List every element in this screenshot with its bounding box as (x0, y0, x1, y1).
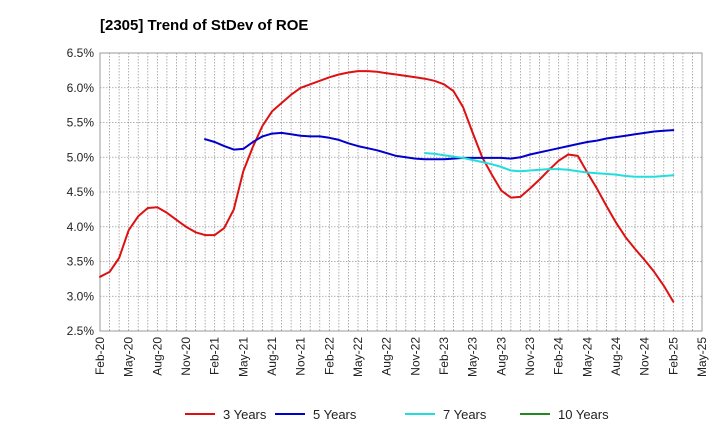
x-tick-label: Feb-25 (666, 337, 680, 375)
x-tick-label: Feb-21 (208, 337, 222, 375)
x-tick-label: May-24 (580, 337, 594, 377)
x-tick-label: May-21 (236, 337, 250, 377)
x-tick-label: Aug-22 (380, 337, 394, 376)
y-tick-label: 5.5% (67, 116, 95, 130)
y-tick-label: 3.0% (67, 289, 95, 303)
x-tick-label: Nov-24 (638, 337, 652, 376)
x-tick-label: Aug-20 (150, 337, 164, 376)
series-line-3-years (99, 70, 675, 303)
x-tick-label: Nov-22 (408, 337, 422, 376)
legend-label: 3 Years (223, 407, 267, 422)
x-tick-label: Feb-20 (93, 337, 107, 375)
y-tick-label: 6.5% (67, 46, 95, 60)
x-tick-label: May-22 (351, 337, 365, 377)
y-tick-label: 2.5% (67, 324, 95, 338)
x-tick-label: May-25 (695, 337, 709, 377)
x-tick-label: Feb-22 (322, 337, 336, 375)
x-tick-label: May-20 (122, 337, 136, 377)
legend-label: 5 Years (313, 407, 357, 422)
series-lines (99, 70, 675, 303)
y-tick-label: 5.0% (67, 150, 95, 164)
y-tick-label: 3.5% (67, 255, 95, 269)
x-tick-label: May-23 (466, 337, 480, 377)
legend: 3 Years 5 Years 7 Years 10 Years (185, 407, 609, 422)
series-line-5-years (204, 129, 675, 161)
x-tick-label: Aug-24 (609, 337, 623, 376)
x-tick-label: Aug-23 (494, 337, 508, 376)
y-axis-ticks: 2.5% 3.0% 3.5% 4.0% 4.5% 5.0% 5.5% 6.0% 6.5% (67, 46, 95, 338)
x-tick-label: Nov-21 (294, 337, 308, 376)
x-tick-label: Nov-23 (523, 337, 537, 376)
legend-label: 10 Years (558, 407, 609, 422)
y-tick-label: 4.5% (67, 185, 95, 199)
x-tick-label: Aug-21 (265, 337, 279, 376)
x-tick-label: Nov-20 (179, 337, 193, 376)
gridlines (100, 53, 702, 331)
x-tick-label: Feb-24 (552, 337, 566, 375)
x-axis-ticks: Feb-20 May-20 Aug-20 Nov-20 Feb-21 May-21 Aug-… (93, 337, 709, 377)
x-tick-label: Feb-23 (437, 337, 451, 375)
series-line-7-years (423, 152, 675, 178)
y-tick-label: 4.0% (67, 220, 95, 234)
chart-title: [2305] Trend of StDev of ROE (100, 17, 308, 34)
y-tick-label: 6.0% (67, 81, 95, 95)
legend-label: 7 Years (443, 407, 487, 422)
